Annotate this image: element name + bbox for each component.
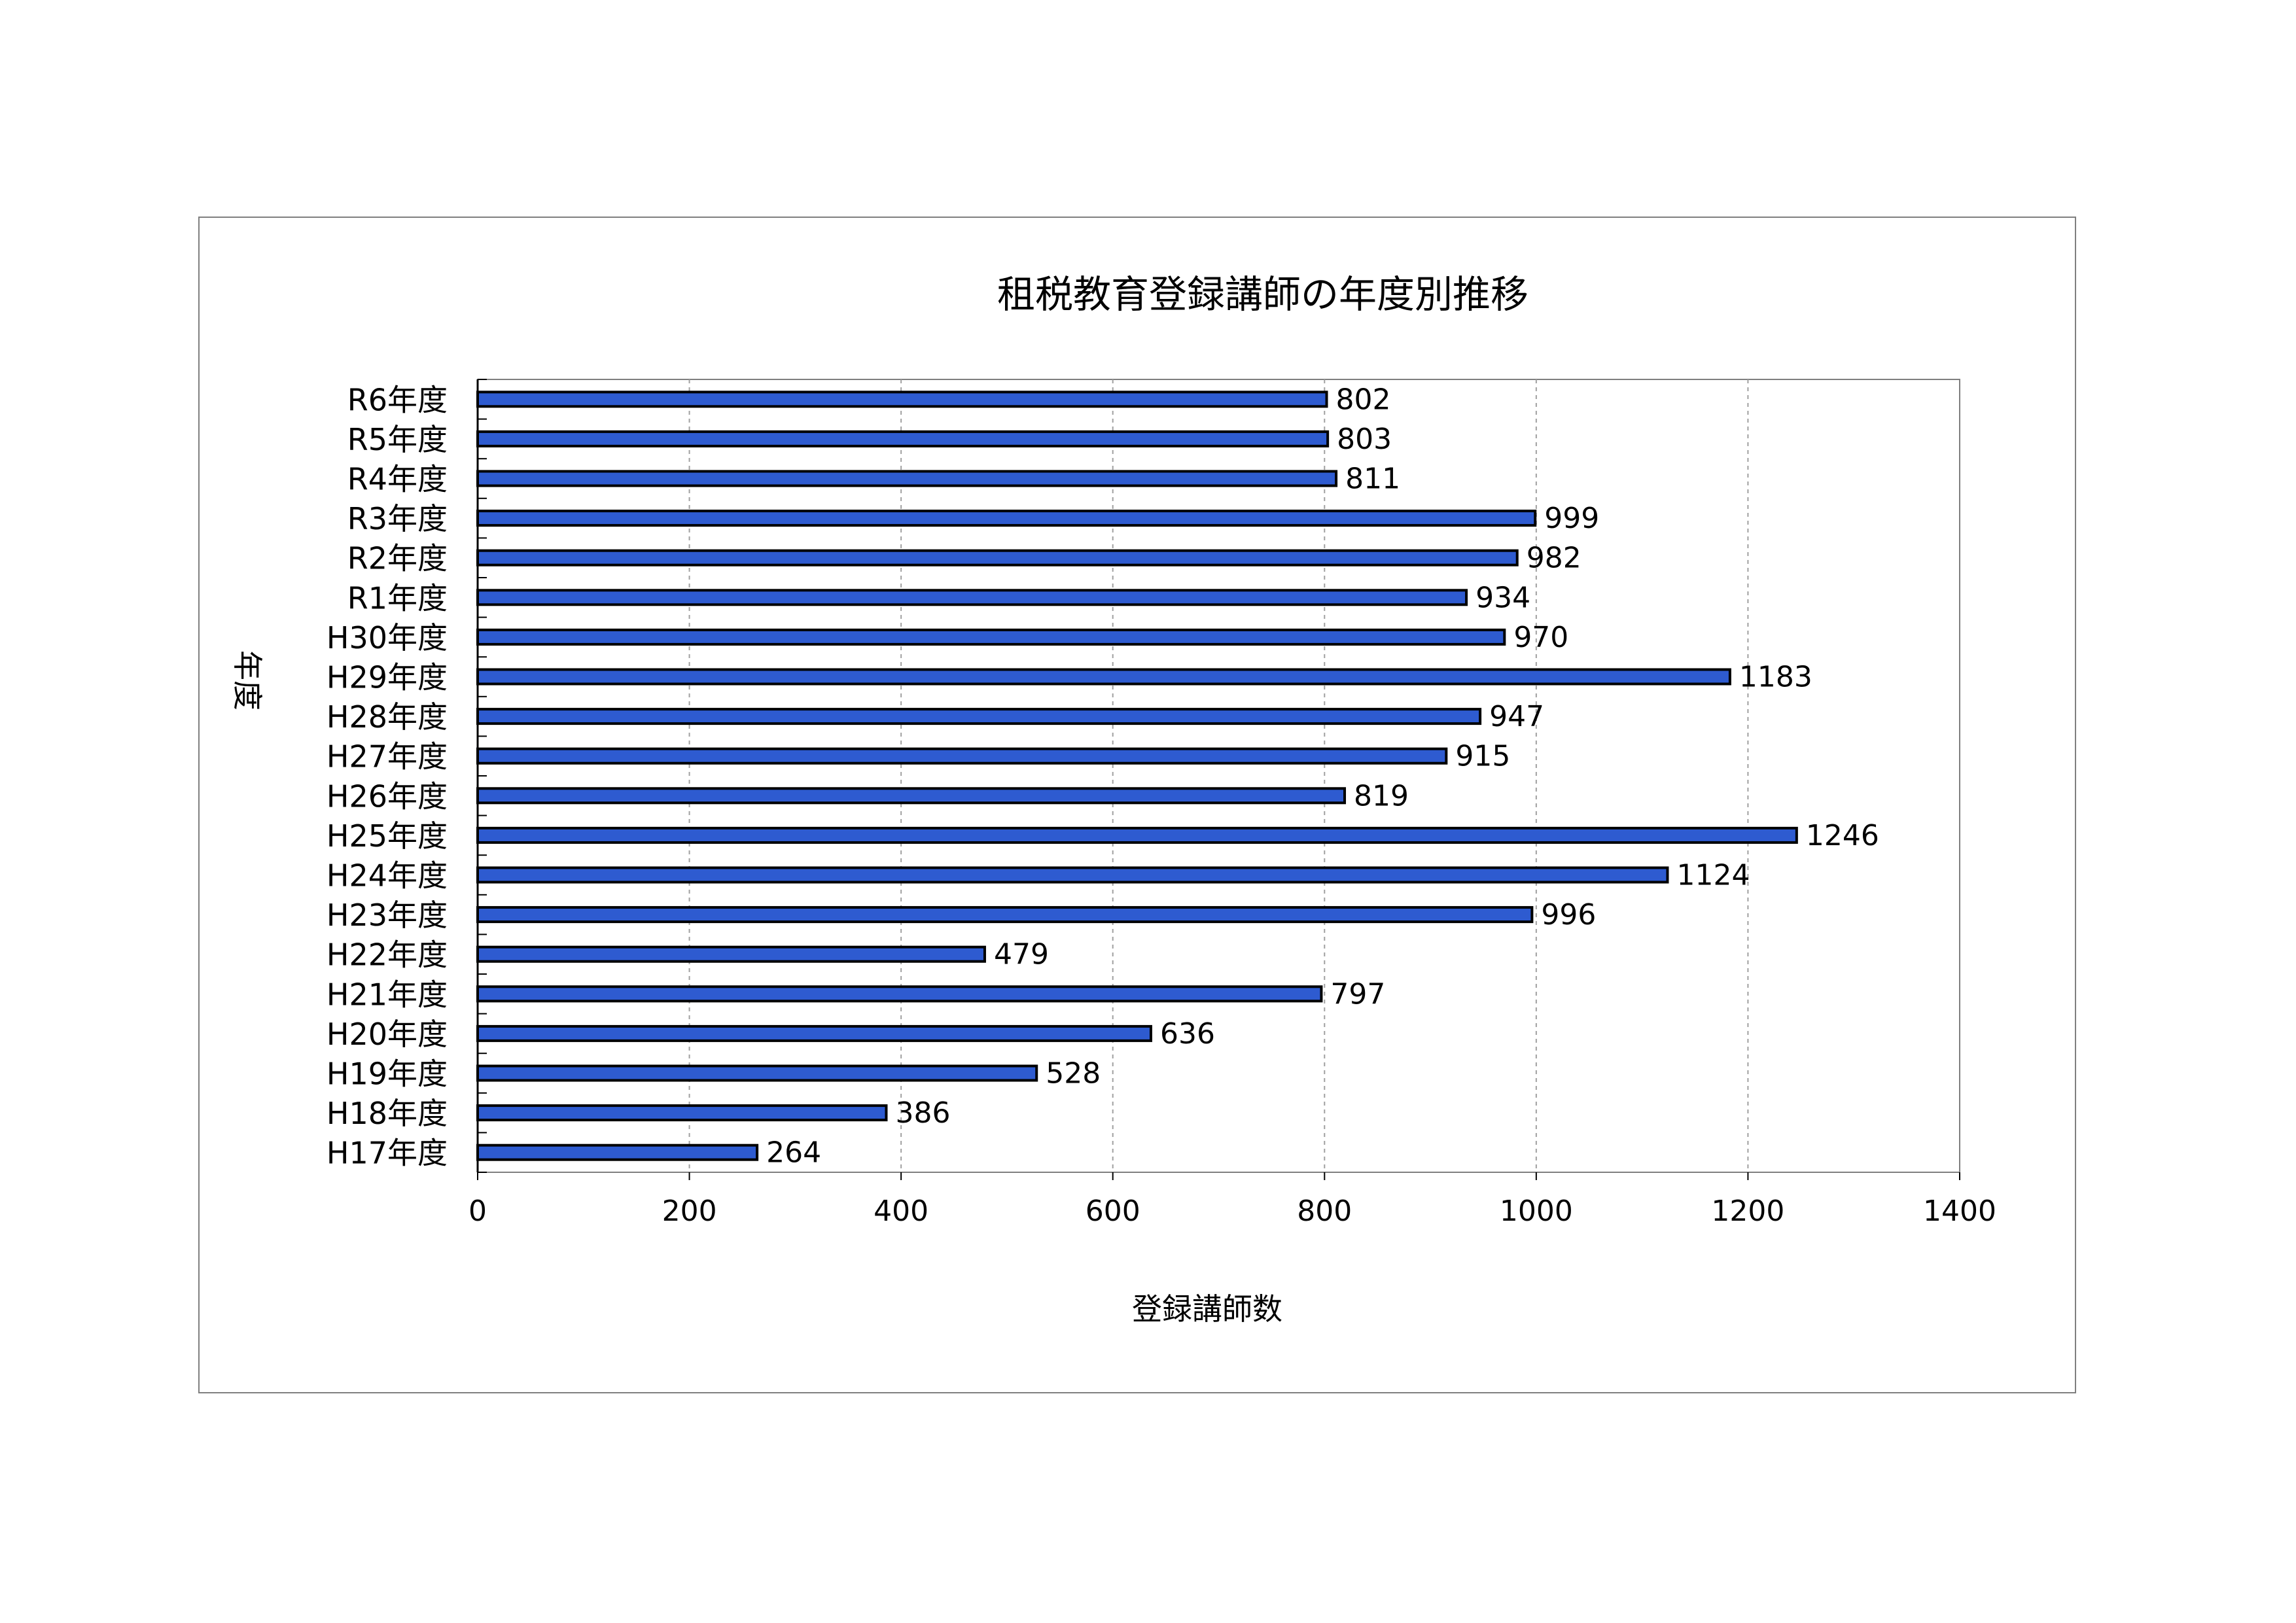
bar [476, 549, 1519, 567]
data-label: 999 [1544, 502, 1599, 535]
x-tick-label: 1200 [1711, 1195, 1784, 1228]
data-label: 386 [895, 1096, 950, 1130]
bar [476, 430, 1330, 447]
data-label: 797 [1330, 977, 1385, 1011]
bar [476, 866, 1669, 884]
bar [476, 391, 1328, 408]
category-label: R6年度 [347, 382, 448, 417]
bars [476, 391, 1798, 1161]
bar [476, 1143, 759, 1161]
bar [476, 787, 1347, 805]
category-label: H17年度 [327, 1136, 448, 1171]
x-tick-label: 200 [662, 1195, 717, 1228]
data-label: 636 [1160, 1017, 1215, 1051]
bar [476, 747, 1448, 765]
bar [476, 906, 1534, 924]
category-label: R5年度 [347, 422, 448, 457]
x-tick-label: 1400 [1923, 1195, 1996, 1228]
data-label: 264 [766, 1136, 821, 1170]
x-tick-label: 600 [1086, 1195, 1140, 1228]
category-label: R1年度 [347, 580, 448, 616]
bar [476, 510, 1537, 527]
x-tick-label: 800 [1297, 1195, 1352, 1228]
data-label: 934 [1475, 581, 1530, 614]
data-label: 528 [1046, 1057, 1101, 1091]
category-label: H20年度 [327, 1017, 448, 1052]
bar [476, 1024, 1152, 1042]
data-label: 802 [1336, 383, 1391, 416]
data-label: 1246 [1806, 819, 1879, 852]
category-label: H30年度 [327, 620, 448, 655]
category-label: H19年度 [327, 1056, 448, 1092]
category-label: H22年度 [327, 937, 448, 973]
bar [476, 945, 986, 963]
bar [476, 826, 1798, 844]
category-label: H26年度 [327, 778, 448, 814]
category-label: H29年度 [327, 660, 448, 695]
bar [476, 1104, 888, 1122]
data-label: 1124 [1676, 859, 1750, 892]
x-axis-title: 登録講師数 [1132, 1291, 1282, 1327]
bar [476, 668, 1731, 686]
bar [476, 628, 1506, 646]
data-label: 970 [1513, 621, 1568, 654]
category-label: H28年度 [327, 699, 448, 735]
category-label: R3年度 [347, 501, 448, 536]
data-label: 947 [1489, 700, 1544, 733]
data-label: 819 [1354, 779, 1409, 812]
category-label: R2年度 [347, 541, 448, 576]
category-label: H25年度 [327, 818, 448, 854]
category-label: H23年度 [327, 898, 448, 933]
category-label: H27年度 [327, 739, 448, 775]
x-tick-label: 400 [874, 1195, 928, 1228]
data-label: 803 [1337, 423, 1392, 456]
data-label: 479 [994, 938, 1049, 971]
data-label: 1183 [1739, 661, 1812, 694]
x-tick-labels: 0 200 400 600 800 1000 1200 1400 [468, 1195, 1996, 1228]
x-tick-label: 1000 [1500, 1195, 1573, 1228]
category-label: H21年度 [327, 977, 448, 1012]
y-axis-title: 年度 [230, 650, 265, 710]
data-labels: 802 803 811 999 982 934 970 1183 947 915 819 1246 11… [766, 383, 1879, 1169]
category-labels: R6年度 R5年度 R4年度 R3年度 R2年度 R1年度 H30年度 H29年度 H28年度 H… [327, 382, 448, 1170]
data-label: 811 [1345, 462, 1400, 496]
category-label: H24年度 [327, 858, 448, 894]
category-label: H18年度 [327, 1096, 448, 1131]
bar [476, 985, 1323, 1003]
chart-title: 租税教育登録講師の年度別推移 [997, 272, 1528, 317]
category-label: R4年度 [347, 462, 448, 497]
bar [476, 470, 1338, 487]
bar [476, 708, 1482, 725]
data-label: 996 [1541, 898, 1596, 932]
bar [476, 1064, 1038, 1082]
plot-area [477, 379, 1960, 1173]
x-tick-label: 0 [468, 1195, 487, 1228]
data-label: 982 [1527, 542, 1581, 575]
bar [476, 589, 1468, 606]
data-label: 915 [1455, 740, 1510, 773]
